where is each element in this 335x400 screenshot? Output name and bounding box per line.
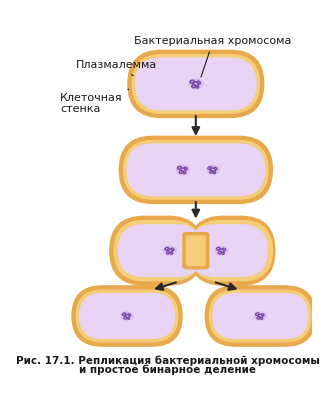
Ellipse shape (121, 312, 133, 320)
FancyBboxPatch shape (76, 290, 178, 342)
Ellipse shape (256, 314, 258, 315)
FancyBboxPatch shape (183, 233, 209, 269)
FancyBboxPatch shape (119, 136, 272, 203)
FancyBboxPatch shape (110, 216, 203, 285)
Ellipse shape (220, 250, 223, 252)
Ellipse shape (181, 169, 185, 171)
Ellipse shape (189, 79, 203, 89)
Ellipse shape (178, 167, 181, 169)
Ellipse shape (123, 314, 125, 315)
Text: Бактериальная хромосома: Бактериальная хромосома (134, 36, 292, 77)
Text: Клеточная
стенка: Клеточная стенка (60, 89, 129, 114)
Ellipse shape (169, 250, 172, 252)
FancyBboxPatch shape (190, 225, 267, 276)
Text: Плазмалемма: Плазмалемма (75, 60, 157, 76)
FancyBboxPatch shape (136, 58, 256, 110)
Ellipse shape (163, 246, 177, 255)
Ellipse shape (215, 246, 228, 255)
Ellipse shape (211, 169, 214, 171)
Ellipse shape (194, 83, 198, 85)
FancyBboxPatch shape (205, 286, 315, 346)
Ellipse shape (176, 165, 190, 175)
Ellipse shape (217, 248, 219, 250)
FancyBboxPatch shape (80, 294, 174, 338)
FancyBboxPatch shape (127, 144, 265, 196)
FancyBboxPatch shape (124, 141, 268, 199)
Ellipse shape (126, 315, 128, 317)
Ellipse shape (254, 312, 266, 320)
FancyBboxPatch shape (128, 50, 264, 118)
FancyBboxPatch shape (191, 220, 272, 281)
FancyBboxPatch shape (210, 290, 311, 342)
FancyBboxPatch shape (119, 225, 202, 276)
FancyBboxPatch shape (132, 55, 259, 113)
FancyBboxPatch shape (72, 286, 182, 346)
Ellipse shape (166, 248, 168, 250)
Ellipse shape (191, 81, 193, 83)
FancyBboxPatch shape (186, 236, 205, 265)
Text: и простое бинарное деление: и простое бинарное деление (79, 364, 256, 374)
FancyBboxPatch shape (114, 220, 201, 281)
FancyBboxPatch shape (189, 216, 275, 285)
Ellipse shape (259, 315, 262, 317)
Ellipse shape (207, 165, 219, 174)
Text: Рис. 17.1. Репликация бактериальной хромосомы: Рис. 17.1. Репликация бактериальной хром… (15, 356, 319, 366)
Ellipse shape (209, 167, 211, 169)
FancyBboxPatch shape (213, 294, 308, 338)
